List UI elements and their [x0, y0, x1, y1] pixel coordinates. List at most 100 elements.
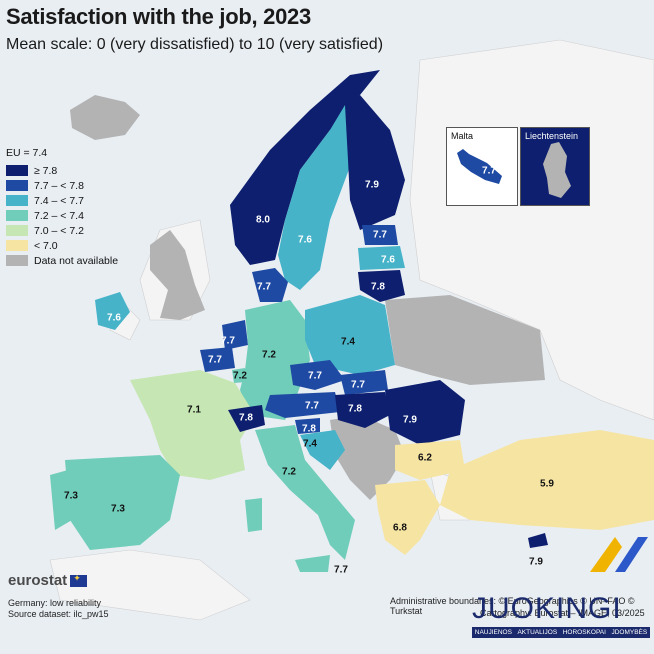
label-france: 7.1 — [187, 404, 201, 416]
label-belgium: 7.7 — [208, 354, 222, 366]
label-austria: 7.7 — [305, 400, 319, 412]
iceland-region — [70, 95, 140, 140]
label-finland: 7.9 — [365, 179, 379, 191]
legend-label: 7.7 – < 7.8 — [34, 179, 84, 192]
norway-region — [230, 70, 380, 265]
legend-label: < 7.0 — [34, 239, 58, 252]
legend-swatch — [6, 225, 28, 236]
italy-region — [255, 425, 355, 560]
label-spain: 7.3 — [111, 503, 125, 515]
uk-region — [150, 230, 205, 320]
austria-region — [265, 392, 340, 418]
label-lithuania: 7.8 — [371, 281, 385, 293]
label-malta: 7.7 — [334, 564, 348, 576]
balkans-region — [330, 415, 405, 500]
overlay-logo: JUOKINGI NAUJIENOS AKTUALIJOS HOROSKOPAI… — [472, 537, 650, 640]
label-switzerland: 7.8 — [239, 412, 253, 424]
romania-region — [385, 380, 465, 445]
liechtenstein-shape — [543, 142, 571, 198]
finland-region — [345, 95, 405, 230]
label-slovenia: 7.8 — [302, 423, 316, 435]
legend-item: Data not available — [6, 253, 118, 268]
east-region — [385, 295, 545, 385]
legend-item: ≥ 7.8 — [6, 163, 118, 178]
sardinia-region — [245, 498, 262, 532]
legend-swatch — [6, 255, 28, 266]
label-poland: 7.4 — [341, 336, 355, 348]
turkiye-region — [440, 430, 654, 530]
label-czechia: 7.7 — [308, 370, 322, 382]
denmark-region — [252, 268, 288, 302]
label-croatia: 7.4 — [303, 438, 317, 450]
logo-tag: NAUJIENOS — [474, 629, 512, 636]
malta-inset-title: Malta — [451, 131, 474, 141]
malta-shape — [457, 149, 502, 184]
sicily-region — [295, 555, 330, 572]
map-legend: EU = 7.4 ≥ 7.8 7.7 – < 7.8 7.4 – < 7.7 7… — [6, 147, 118, 268]
label-latvia: 7.6 — [381, 254, 395, 266]
switzerland-region — [228, 405, 265, 432]
note-source: Source dataset: ilc_pw15 — [8, 609, 109, 619]
legend-item: 7.0 – < 7.2 — [6, 223, 118, 238]
germany-region — [240, 300, 310, 420]
label-estonia: 7.7 — [373, 229, 387, 241]
netherlands-region — [222, 320, 248, 350]
legend-label: ≥ 7.8 — [34, 164, 58, 177]
label-denmark: 7.7 — [257, 281, 271, 293]
legend-swatch — [6, 165, 28, 176]
credit-cartography: Cartography: Eurostat – IMAGE, 03/2025 — [480, 608, 645, 618]
note-germany: Germany: low reliability — [8, 598, 102, 608]
label-cyprus: 7.9 — [529, 556, 543, 568]
legend-label: 7.0 – < 7.2 — [34, 224, 84, 237]
malta-inset-value: 7.7 — [482, 165, 496, 177]
luxembourg-region — [232, 368, 246, 383]
legend-item: 7.2 – < 7.4 — [6, 208, 118, 223]
liechtenstein-inset-title: Liechtenstein — [525, 131, 579, 141]
legend-swatch — [6, 195, 28, 206]
legend-item: 7.7 – < 7.8 — [6, 178, 118, 193]
label-ireland: 7.6 — [107, 312, 121, 324]
label-bulgaria: 6.2 — [418, 452, 432, 464]
estonia-region — [362, 225, 398, 245]
logo-tag: AKTUALIJOS — [517, 629, 558, 636]
bulgaria-region — [395, 440, 465, 480]
label-greece: 6.8 — [393, 522, 407, 534]
label-hungary: 7.8 — [348, 403, 362, 415]
greece-region — [375, 480, 440, 555]
lithuania-region — [358, 270, 405, 302]
label-netherlands: 7.7 — [221, 335, 235, 347]
credit-boundaries: Administrative boundaries: © EuroGeograp… — [390, 596, 635, 616]
slovakia-region — [340, 370, 388, 395]
spain-region — [65, 455, 180, 550]
page-title: Satisfaction with the job, 2023 — [6, 4, 311, 29]
slovenia-region — [295, 418, 320, 434]
croatia-region — [300, 430, 345, 470]
hungary-region — [335, 392, 390, 428]
legend-swatch — [6, 240, 28, 251]
czechia-region — [290, 360, 345, 390]
eurostat-logo: eurostat — [8, 572, 88, 589]
label-sweden: 7.6 — [298, 234, 312, 246]
logo-word: JUOKINGI — [472, 592, 622, 625]
logo-mark-icon — [590, 537, 648, 572]
label-slovakia: 7.7 — [351, 379, 365, 391]
legend-swatch — [6, 210, 28, 221]
portugal-region — [50, 470, 72, 530]
legend-label: 7.4 – < 7.7 — [34, 194, 84, 207]
logo-tag: JDOMYBĖS — [611, 629, 648, 636]
logo-tags: NAUJIENOS AKTUALIJOS HOROSKOPAI JDOMYBĖS — [472, 627, 650, 638]
label-italy: 7.2 — [282, 466, 296, 478]
france-region — [130, 370, 255, 480]
label-portugal: 7.3 — [64, 490, 78, 502]
legend-swatch — [6, 180, 28, 191]
belgium-region — [200, 347, 235, 372]
ireland-region — [95, 292, 130, 330]
malta-inset: Malta 7.7 — [446, 127, 518, 206]
label-turkiye: 5.9 — [540, 478, 554, 490]
liechtenstein-inset: Liechtenstein — [520, 127, 590, 206]
legend-item: < 7.0 — [6, 238, 118, 253]
label-germany: 7.2 — [262, 349, 276, 361]
label-romania: 7.9 — [403, 414, 417, 426]
eu-flag-icon — [70, 573, 88, 587]
